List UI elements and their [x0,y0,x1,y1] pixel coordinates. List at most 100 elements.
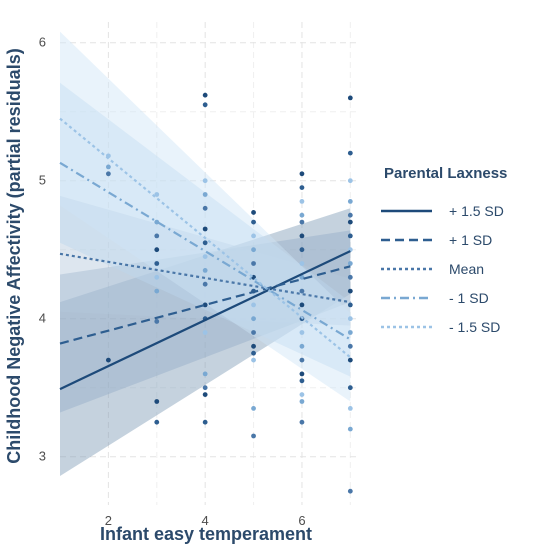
data-point [251,233,256,239]
data-point [105,171,111,177]
data-point [202,268,208,273]
legend-label: + 1 SD [449,232,492,248]
confidence-bands [60,31,351,477]
data-point [299,233,305,239]
x-tick-labels: 2 4 6 [105,513,306,528]
data-point [299,419,305,425]
data-point [251,343,256,349]
data-point [154,399,160,404]
data-point [299,274,305,280]
y-tick-label: 4 [39,311,46,326]
data-point [299,357,305,363]
data-point [347,488,353,494]
data-point [347,150,353,156]
data-point [347,357,353,363]
data-point [347,233,353,239]
data-point [251,350,256,356]
data-point [347,274,353,280]
data-point [105,357,111,363]
data-point [299,212,305,218]
data-point [347,261,353,266]
data-point [299,288,305,294]
y-tick-labels: 3 4 5 6 [39,35,46,464]
series-line [59,252,351,304]
data-point [154,247,160,253]
data-point [347,330,353,335]
x-tick-label: 4 [202,513,209,528]
data-point [251,219,256,225]
data-point [299,343,305,349]
y-tick-label: 3 [39,449,46,464]
data-point [347,406,353,411]
y-tick-label: 6 [39,35,46,50]
data-point [299,185,305,191]
legend-label: Mean [449,261,484,277]
data-point [154,261,160,266]
data-point [154,274,160,280]
legend-title: Parental Laxness [384,165,507,182]
legend-label: + 1.5 SD [449,203,504,219]
data-point [202,240,208,246]
data-point [105,164,111,170]
data-point [202,192,208,197]
data-point [347,426,353,432]
data-point [154,419,160,425]
data-point [251,210,256,215]
data-point [251,302,256,308]
data-point [347,385,353,391]
x-tick-label: 2 [105,513,112,528]
data-point [299,371,305,377]
data-points [105,92,353,494]
data-point [299,219,305,225]
legend-label: - 1.5 SD [449,319,500,335]
data-point [251,330,256,335]
data-point [202,178,208,184]
data-point [347,288,353,294]
series-line [59,250,351,391]
data-point [347,316,353,322]
legend-label: - 1 SD [449,290,489,306]
data-point [202,205,208,211]
data-point [299,247,305,253]
data-point [347,302,353,308]
data-point [154,319,160,324]
data-point [299,330,305,335]
y-tick-label: 5 [39,173,46,188]
confidence-band [60,195,351,326]
data-point [202,92,208,98]
data-point [202,385,208,391]
regression-lines [59,117,352,391]
data-point [251,247,256,253]
series-line [59,117,352,359]
data-point [347,199,353,204]
data-point [202,226,208,232]
confidence-band [60,230,351,413]
data-point [347,95,353,101]
data-point [202,371,208,377]
legend: Parental Laxness + 1.5 SD + 1 SD Mean - 1 S… [381,165,507,335]
data-point [202,102,208,108]
data-point [202,330,208,335]
data-point [251,357,256,363]
data-point [202,419,208,425]
data-point [347,343,353,349]
data-point [347,178,353,184]
data-point [299,378,305,384]
data-point [251,406,256,411]
data-point [299,171,305,177]
data-point [299,399,305,404]
data-point [299,261,305,266]
data-point [251,261,256,266]
y-axis-title: Childhood Negative Affectivity (partial … [4,48,24,463]
data-point [251,316,256,322]
data-point [154,192,160,197]
data-point [251,433,256,439]
data-point [299,302,305,308]
x-axis-title: Infant easy temperament [100,524,312,544]
data-point [299,199,305,204]
data-point [202,392,208,397]
x-tick-label: 6 [298,513,305,528]
data-point [299,392,305,397]
data-point [202,281,208,287]
